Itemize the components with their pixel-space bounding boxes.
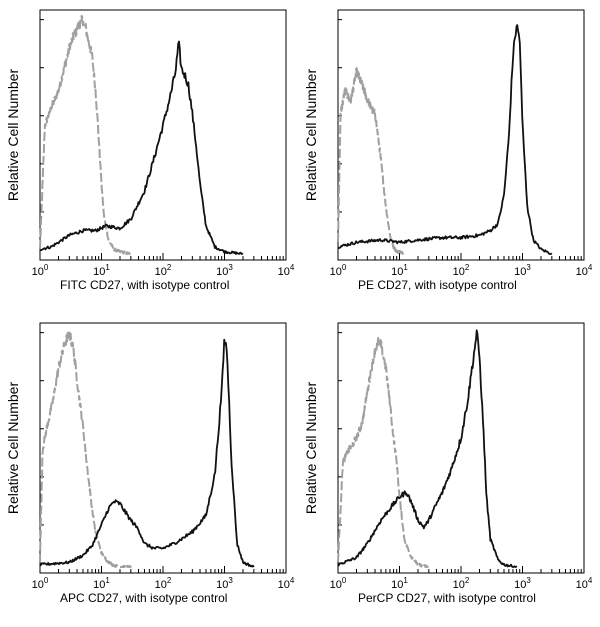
cd27-histogram-line	[39, 40, 244, 255]
isotype-control-line	[39, 329, 132, 568]
x-tick-label: 103	[216, 263, 233, 278]
x-tick-label-exponent: 0	[44, 576, 49, 585]
x-tick-label-exponent: 1	[105, 263, 110, 272]
x-axis-label: PE CD27, with isotype control	[358, 278, 517, 292]
x-tick-label-exponent: 1	[403, 263, 408, 272]
x-tick-label-base: 10	[576, 579, 588, 591]
plot-frame	[337, 322, 585, 574]
x-tick-label: 103	[216, 576, 233, 591]
x-tick-label-base: 10	[32, 266, 44, 278]
x-tick-label-exponent: 0	[342, 263, 347, 272]
x-tick-label: 100	[330, 263, 347, 278]
x-tick-label-base: 10	[155, 266, 167, 278]
x-tick-label: 102	[453, 576, 470, 591]
y-axis-label: Relative Cell Number	[303, 69, 319, 202]
x-tick-label-exponent: 1	[403, 576, 408, 585]
x-tick-label-base: 10	[330, 579, 342, 591]
isotype-control-line	[337, 336, 430, 568]
x-tick-label-exponent: 2	[465, 576, 470, 585]
x-axis-label: FITC CD27, with isotype control	[60, 278, 229, 292]
x-tick-label-exponent: 4	[588, 263, 593, 272]
plot-frame	[337, 9, 585, 261]
x-tick-label-exponent: 3	[228, 263, 233, 272]
x-axis-label: APC CD27, with isotype control	[60, 591, 227, 605]
x-tick-label-base: 10	[32, 579, 44, 591]
x-axis-label: PerCP CD27, with isotype control	[358, 591, 536, 605]
x-tick-label: 104	[576, 576, 593, 591]
x-tick-label-exponent: 1	[105, 576, 110, 585]
isotype-control-line	[337, 67, 406, 255]
x-tick-label-exponent: 2	[167, 576, 172, 585]
x-tick-label-base: 10	[453, 579, 465, 591]
x-tick-label-base: 10	[93, 266, 105, 278]
x-tick-label-exponent: 4	[588, 576, 593, 585]
isotype-control-line	[39, 14, 132, 255]
x-tick-label-base: 10	[216, 579, 228, 591]
x-tick-label: 104	[576, 263, 593, 278]
y-axis-label: Relative Cell Number	[303, 382, 319, 515]
x-tick-label: 101	[93, 576, 110, 591]
x-tick-label-exponent: 3	[228, 576, 233, 585]
x-tick-label: 103	[514, 263, 531, 278]
cd27-histogram-line	[337, 329, 518, 568]
x-tick-label: 104	[278, 263, 295, 278]
x-tick-label: 101	[391, 576, 408, 591]
x-tick-label-exponent: 3	[526, 263, 531, 272]
x-tick-label-exponent: 0	[342, 576, 347, 585]
x-tick-label-exponent: 0	[44, 263, 49, 272]
x-tick-label-base: 10	[155, 579, 167, 591]
x-tick-label-base: 10	[278, 266, 290, 278]
x-tick-label-exponent: 3	[526, 576, 531, 585]
cd27-histogram-line	[39, 338, 255, 568]
x-tick-label-base: 10	[514, 579, 526, 591]
x-tick-label-base: 10	[391, 579, 403, 591]
x-tick-label-base: 10	[576, 266, 588, 278]
x-tick-label-base: 10	[216, 266, 228, 278]
x-tick-label: 101	[93, 263, 110, 278]
x-tick-label-exponent: 2	[465, 263, 470, 272]
x-tick-label: 101	[391, 263, 408, 278]
y-axis-label: Relative Cell Number	[5, 69, 21, 202]
x-tick-label: 103	[514, 576, 531, 591]
x-tick-label-base: 10	[330, 266, 342, 278]
x-tick-label-base: 10	[453, 266, 465, 278]
x-tick-label-base: 10	[278, 579, 290, 591]
x-tick-label-exponent: 4	[290, 576, 295, 585]
x-tick-label: 102	[453, 263, 470, 278]
plot-frame	[39, 9, 287, 261]
x-tick-label-base: 10	[93, 579, 105, 591]
x-tick-label: 102	[155, 576, 172, 591]
x-tick-label-base: 10	[391, 266, 403, 278]
x-tick-label: 102	[155, 263, 172, 278]
plot-frame	[39, 322, 287, 574]
x-tick-label-exponent: 2	[167, 263, 172, 272]
x-tick-label-exponent: 4	[290, 263, 295, 272]
cd27-histogram-line	[337, 24, 553, 255]
x-tick-label-base: 10	[514, 266, 526, 278]
x-tick-label: 100	[330, 576, 347, 591]
y-axis-label: Relative Cell Number	[5, 382, 21, 515]
x-tick-label: 100	[32, 263, 49, 278]
x-tick-label: 100	[32, 576, 49, 591]
x-tick-label: 104	[278, 576, 295, 591]
